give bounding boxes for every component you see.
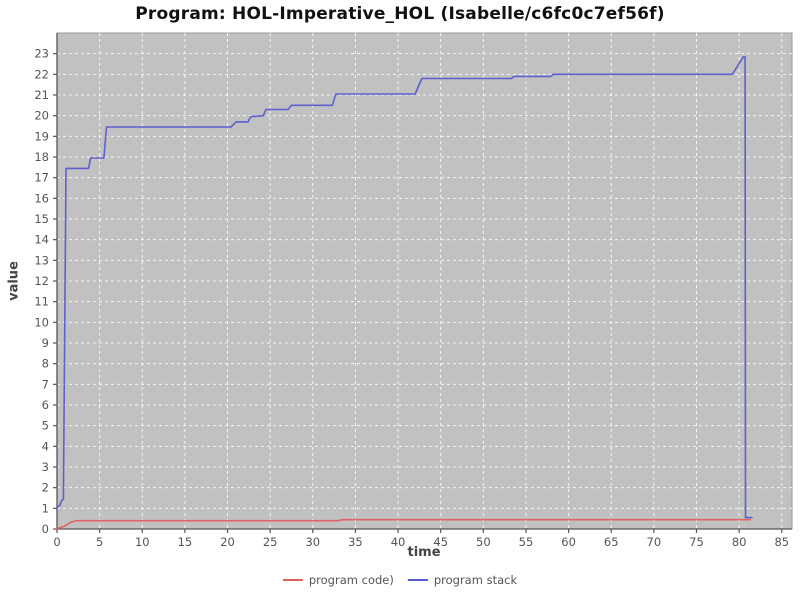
svg-text:50: 50 [476, 535, 491, 549]
svg-text:16: 16 [34, 191, 49, 205]
svg-text:19: 19 [34, 129, 49, 143]
svg-text:3: 3 [42, 460, 49, 474]
svg-text:60: 60 [561, 535, 576, 549]
svg-text:40: 40 [391, 535, 406, 549]
svg-text:1: 1 [42, 501, 49, 515]
x-axis-label: time [407, 545, 441, 560]
svg-text:70: 70 [647, 535, 662, 549]
legend-label-program-stack: program stack [433, 573, 518, 587]
svg-text:9: 9 [42, 336, 49, 350]
svg-text:45: 45 [433, 535, 448, 549]
svg-text:0: 0 [42, 522, 49, 536]
svg-text:20: 20 [34, 109, 49, 123]
program-code-line-swatch-icon [282, 579, 303, 581]
svg-text:11: 11 [34, 295, 49, 309]
svg-text:80: 80 [732, 535, 747, 549]
svg-text:8: 8 [42, 357, 49, 371]
svg-text:5: 5 [42, 419, 49, 433]
svg-text:10: 10 [135, 535, 150, 549]
svg-text:55: 55 [519, 535, 534, 549]
svg-text:5: 5 [96, 535, 103, 549]
svg-text:30: 30 [305, 535, 320, 549]
svg-text:12: 12 [34, 274, 49, 288]
svg-text:25: 25 [263, 535, 278, 549]
svg-text:4: 4 [42, 439, 49, 453]
svg-text:35: 35 [348, 535, 363, 549]
svg-text:15: 15 [178, 535, 193, 549]
legend-item-program-stack: program stack [407, 573, 518, 587]
svg-text:75: 75 [689, 535, 704, 549]
svg-text:10: 10 [34, 315, 49, 329]
svg-text:22: 22 [34, 67, 49, 81]
svg-text:6: 6 [42, 398, 49, 412]
legend-label-program-code: program code) [308, 573, 394, 587]
svg-text:15: 15 [34, 212, 49, 226]
program-stack-line-swatch-icon [407, 579, 428, 581]
legend: program code) program stack [282, 573, 518, 587]
svg-text:18: 18 [34, 150, 49, 164]
svg-text:14: 14 [34, 233, 49, 247]
svg-text:17: 17 [34, 171, 49, 185]
svg-text:65: 65 [604, 535, 619, 549]
legend-item-program-code: program code) [282, 573, 394, 587]
chart-title: Program: HOL-Imperative_HOL (Isabelle/c6… [135, 4, 665, 24]
svg-text:23: 23 [34, 47, 49, 61]
svg-text:20: 20 [220, 535, 235, 549]
svg-text:13: 13 [34, 253, 49, 267]
svg-text:21: 21 [34, 88, 49, 102]
svg-text:0: 0 [53, 535, 60, 549]
svg-text:7: 7 [42, 377, 49, 391]
svg-text:2: 2 [42, 481, 49, 495]
svg-text:85: 85 [774, 535, 789, 549]
